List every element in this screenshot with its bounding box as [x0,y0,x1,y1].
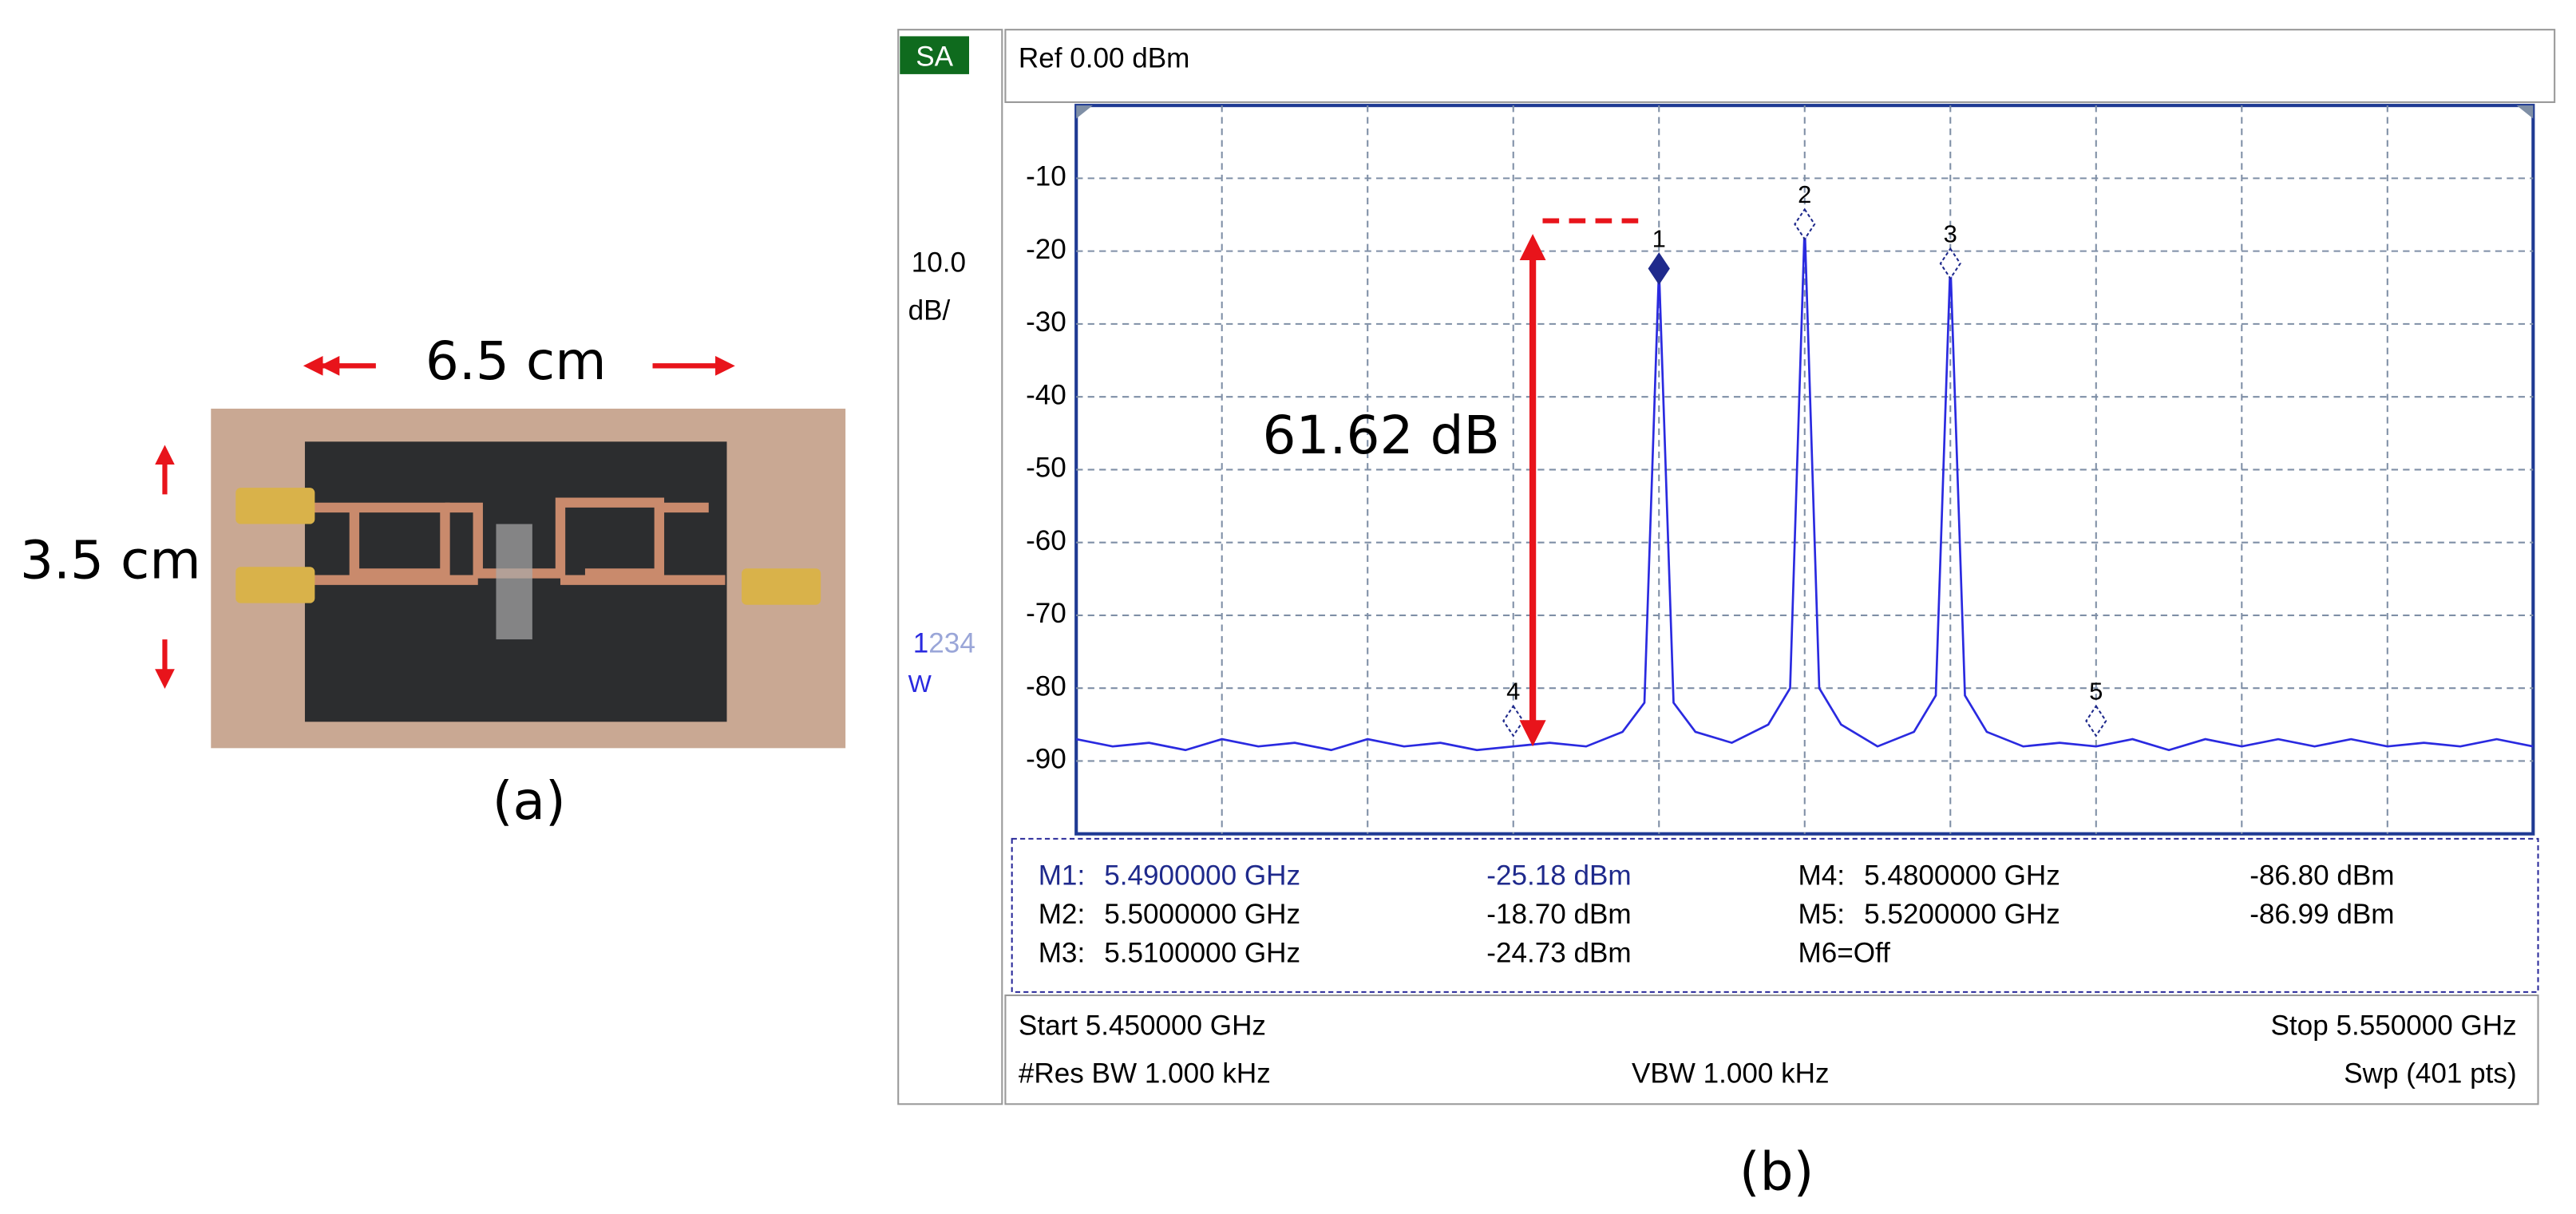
marker-label: 3 [1944,219,1957,247]
start-freq: Start 5.450000 GHz [1019,1010,1266,1042]
marker [2085,704,2107,737]
marker-readout: -24.73 dBm [1486,938,1631,969]
marker-readout: M3: [1039,938,1085,969]
y-tick-label: -50 [1026,453,1066,484]
marker-readout: M5: [1798,899,1844,930]
mode: SA [916,42,953,73]
trace-indicator: 1234 [913,628,975,659]
y-tick-label: -30 [1026,306,1066,338]
y-tick-label: -80 [1026,670,1066,702]
marker-readout: M1: [1039,860,1085,892]
y-tick-label: -40 [1026,379,1066,410]
caption-b: (b) [1739,1141,1814,1203]
marker-label: 2 [1798,180,1811,208]
marker-readout: -25.18 dBm [1486,860,1631,892]
corner-mark [1076,105,1093,119]
spectrum-plot: -10 -20 -30 -40 -50 -60 -70 -80 -90 1 2 3 4 5 [1026,104,2535,836]
pcb-traces [313,497,726,585]
width-label: 6.5 cm [425,330,607,392]
panel-a: 6.5 cm 3.5 cm (a) [20,330,846,832]
marker-readout: 5.4800000 GHz [1864,860,2060,892]
marker-readout: -18.70 dBm [1486,899,1631,930]
ref-box [1004,29,2556,104]
marker-label: 4 [1506,677,1520,705]
marker-readout: -86.80 dBm [2250,860,2394,892]
mode-badge [900,36,969,74]
marker-readout: 5.5200000 GHz [1864,899,2060,930]
corner-mark [2516,105,2534,119]
trace-active: 1 [913,628,929,659]
marker-table-box [1011,837,2539,993]
trace-others: 234 [928,628,975,659]
sweep: Swp (401 pts) [2344,1058,2516,1089]
ref-level: Ref 0.00 dBm [1019,43,1189,74]
marker-label: 5 [2089,677,2103,705]
component [496,524,532,640]
settings-box [1004,994,2539,1105]
y-tick-label: -10 [1026,161,1066,192]
y-tick-label: -20 [1026,234,1066,265]
vbw: VBW 1.000 kHz [1632,1058,1830,1089]
sidebar [897,29,1003,1105]
connectors [235,488,821,605]
analyzer: SA Ref 0.00 dBm 10.0 dB/ 1234 W Start 5.… [897,29,2556,1203]
scale-unit: dB/ [908,295,951,326]
scale-value: 10.0 [912,247,966,279]
delta-label: 61.62 dB [1262,405,1499,466]
marker-label: 1 [1652,225,1666,253]
marker-readout: 5.5000000 GHz [1104,899,1300,930]
height-label: 3.5 cm [20,530,201,591]
marker [1939,247,1961,280]
y-tick-label: -60 [1026,525,1066,556]
marker-readout: M2: [1039,899,1085,930]
stop-freq: Stop 5.550000 GHz [2271,1010,2517,1042]
trace-mode: W [908,670,932,698]
marker-readout: -86.99 dBm [2250,899,2394,930]
y-tick-label: -70 [1026,598,1066,629]
marker-readout: M6=Off [1798,938,1890,969]
marker-readout: M4: [1798,860,1844,892]
marker [1648,252,1670,285]
y-tick-label: -90 [1026,744,1066,775]
rbw: #Res BW 1.000 kHz [1019,1058,1271,1089]
delta-annotation: 61.62 dB [1262,218,1648,747]
marker-readout: 5.5100000 GHz [1104,938,1300,969]
marker-readout: 5.4900000 GHz [1104,860,1300,892]
caption-a: (a) [493,770,566,832]
